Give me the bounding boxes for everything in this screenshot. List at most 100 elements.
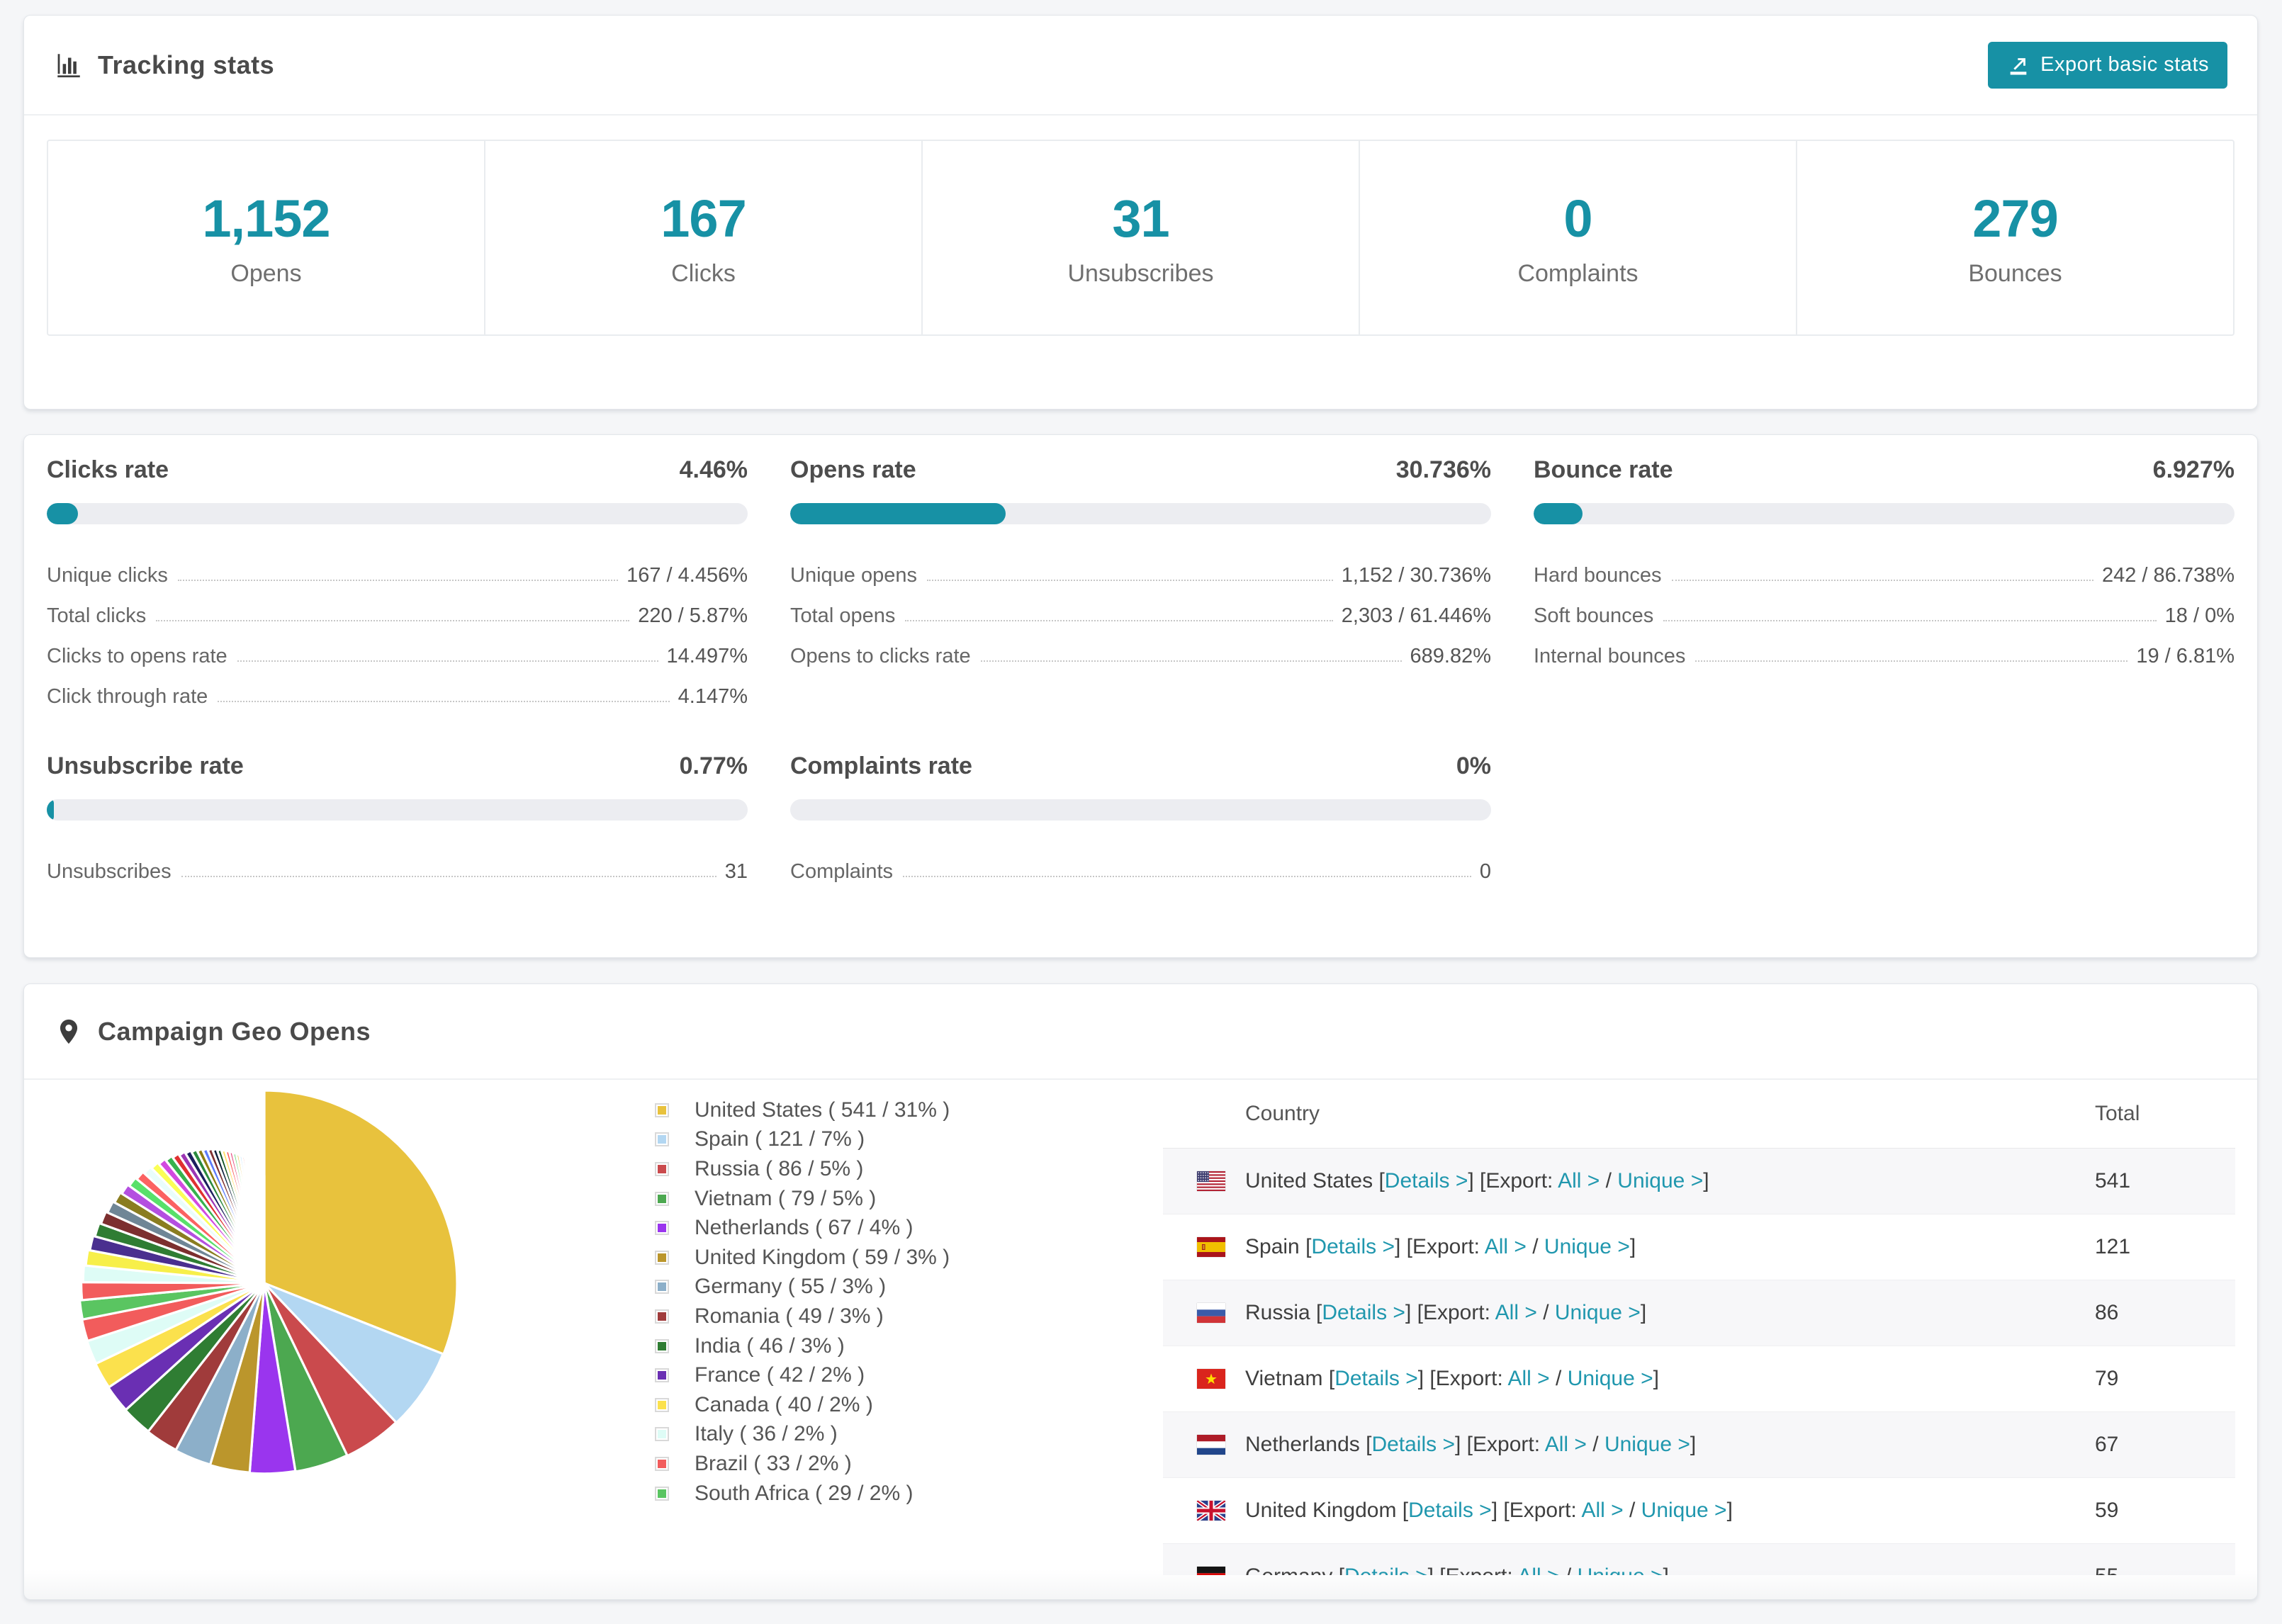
export-all-link[interactable]: All > [1581, 1499, 1624, 1522]
legend-label: France ( 42 / 2% ) [695, 1363, 865, 1387]
country-name: United Kingdom [1245, 1499, 1397, 1522]
rate-stat-row: Unsubscribes 31 [47, 843, 748, 884]
rate-title: Bounce rate [1534, 456, 1673, 483]
table-row-united-states: United States [Details >] [Export: All >… [1163, 1149, 2235, 1214]
rate-stat-label: Unsubscribes [47, 860, 172, 883]
pie-slice[interactable] [172, 1152, 266, 1285]
export-unique-link[interactable]: Unique > [1604, 1433, 1690, 1456]
country-total: 79 [2095, 1367, 2119, 1390]
details-link[interactable]: Details > [1334, 1367, 1418, 1390]
pie-slice[interactable] [157, 1158, 266, 1285]
column-header-total: Total [2095, 1102, 2140, 1125]
summary-label: Bounces [1968, 259, 2062, 287]
legend-color-chip [655, 1368, 669, 1383]
rate-progress-bar [47, 503, 748, 524]
details-link[interactable]: Details > [1344, 1564, 1428, 1575]
rate-stat-value: 18 / 0% [2164, 604, 2235, 627]
export-unique-link[interactable]: Unique > [1578, 1564, 1663, 1575]
legend-item-russia[interactable]: Russia ( 86 / 5% ) [655, 1154, 1151, 1184]
export-unique-link[interactable]: Unique > [1641, 1499, 1727, 1522]
rate-stat-row: Opens to clicks rate 689.82% [790, 628, 1491, 668]
legend-label: Brazil ( 33 / 2% ) [695, 1451, 852, 1475]
legend-color-chip [655, 1338, 669, 1353]
export-unique-link[interactable]: Unique > [1617, 1169, 1704, 1192]
rate-stat-row: Click through rate 4.147% [47, 668, 748, 709]
export-all-link[interactable]: All > [1507, 1367, 1550, 1390]
legend-item-italy[interactable]: Italy ( 36 / 2% ) [655, 1420, 1151, 1450]
legend-item-romania[interactable]: Romania ( 49 / 3% ) [655, 1302, 1151, 1331]
summary-cell-clicks: 167 Clicks [485, 141, 923, 334]
rate-title: Clicks rate [47, 456, 169, 483]
details-link[interactable]: Details > [1384, 1169, 1468, 1192]
details-link[interactable]: Details > [1322, 1301, 1405, 1324]
legend-item-india[interactable]: India ( 46 / 3% ) [655, 1331, 1151, 1361]
legend-item-canada[interactable]: Canada ( 40 / 2% ) [655, 1390, 1151, 1420]
legend-item-united-states[interactable]: United States ( 541 / 31% ) [655, 1095, 1151, 1125]
legend-label: India ( 46 / 3% ) [695, 1333, 845, 1358]
dotted-leader [237, 660, 658, 662]
us-flag-icon [1197, 1171, 1225, 1191]
rate-stat-row: Unique opens 1,152 / 30.736% [790, 547, 1491, 587]
legend-label: Germany ( 55 / 3% ) [695, 1275, 887, 1299]
legend-item-netherlands[interactable]: Netherlands ( 67 / 4% ) [655, 1213, 1151, 1243]
pie-slice-south-africa[interactable] [78, 1282, 266, 1321]
export-all-link[interactable]: All > [1484, 1235, 1527, 1258]
country-name: Spain [1245, 1235, 1300, 1258]
rate-progress-bar [790, 503, 1491, 524]
legend-item-germany[interactable]: Germany ( 55 / 3% ) [655, 1273, 1151, 1302]
dotted-leader [1663, 620, 2157, 621]
export-unique-link[interactable]: Unique > [1544, 1235, 1630, 1258]
export-basic-stats-button[interactable]: Export basic stats [1988, 41, 2227, 89]
country-total: 541 [2095, 1169, 2131, 1192]
rate-block-bounce-rate: Bounce rate 6.927% Hard bounces 242 / 86.73… [1534, 456, 2235, 709]
pie-slice[interactable] [178, 1151, 266, 1285]
pie-slice-united-states[interactable] [263, 1089, 459, 1355]
geo-opens-pie-chart[interactable] [52, 1071, 477, 1496]
rate-stat-row: Clicks to opens rate 14.497% [47, 628, 748, 668]
summary-cell-bounces: 279 Bounces [1797, 141, 2233, 334]
legend-item-spain[interactable]: Spain ( 121 / 7% ) [655, 1125, 1151, 1155]
export-all-link[interactable]: All > [1544, 1433, 1587, 1456]
pie-legend: United States ( 541 / 31% ) Spain ( 121 /… [655, 1095, 1151, 1508]
pie-slice[interactable] [262, 1174, 266, 1285]
dotted-leader [903, 876, 1471, 877]
legend-item-france[interactable]: France ( 42 / 2% ) [655, 1360, 1151, 1390]
rate-value: 6.927% [2152, 456, 2235, 483]
summary-value: 31 [1112, 188, 1169, 248]
export-unique-link[interactable]: Unique > [1567, 1367, 1653, 1390]
rate-progress-fill [47, 503, 79, 524]
legend-color-chip [655, 1397, 669, 1412]
export-all-link[interactable]: All > [1558, 1169, 1600, 1192]
export-unique-link[interactable]: Unique > [1554, 1301, 1641, 1324]
legend-item-vietnam[interactable]: Vietnam ( 79 / 5% ) [655, 1184, 1151, 1214]
details-link[interactable]: Details > [1408, 1499, 1492, 1522]
rate-value: 0.77% [679, 752, 748, 779]
es-flag-icon [1197, 1237, 1225, 1257]
legend-item-south-africa[interactable]: South Africa ( 29 / 2% ) [655, 1479, 1151, 1509]
summary-value: 1,152 [202, 188, 330, 248]
rate-stat-row: Total clicks 220 / 5.87% [47, 587, 748, 628]
vn-flag-icon [1197, 1369, 1225, 1389]
legend-item-united-kingdom[interactable]: United Kingdom ( 59 / 3% ) [655, 1243, 1151, 1273]
export-all-link[interactable]: All > [1517, 1564, 1559, 1575]
details-link[interactable]: Details > [1371, 1433, 1455, 1456]
rate-stat-value: 689.82% [1410, 645, 1492, 667]
pie-slice[interactable] [164, 1155, 266, 1285]
summary-strip: 1,152 Opens 167 Clicks 31 Unsubscribes 0 Compla… [47, 140, 2235, 336]
rate-progress-fill [1534, 503, 1583, 524]
campaign-geo-opens-card: Campaign Geo Opens United States ( 541 /… [23, 983, 2258, 1600]
legend-label: Spain ( 121 / 7% ) [695, 1127, 865, 1151]
pie-slice-spain[interactable] [263, 1282, 444, 1424]
export-all-link[interactable]: All > [1495, 1301, 1537, 1324]
details-link[interactable]: Details > [1311, 1235, 1395, 1258]
legend-color-chip [655, 1221, 669, 1236]
legend-label: Italy ( 36 / 2% ) [695, 1422, 838, 1446]
rate-stat-value: 31 [724, 860, 748, 883]
legend-item-brazil[interactable]: Brazil ( 33 / 2% ) [655, 1449, 1151, 1479]
country-total: 121 [2095, 1235, 2131, 1258]
rate-stat-value: 167 / 4.456% [626, 564, 748, 587]
rate-stat-row: Hard bounces 242 / 86.738% [1534, 547, 2235, 587]
dotted-leader [980, 660, 1402, 662]
pie-slice[interactable] [79, 1281, 266, 1302]
rate-progress-fill [47, 799, 54, 821]
